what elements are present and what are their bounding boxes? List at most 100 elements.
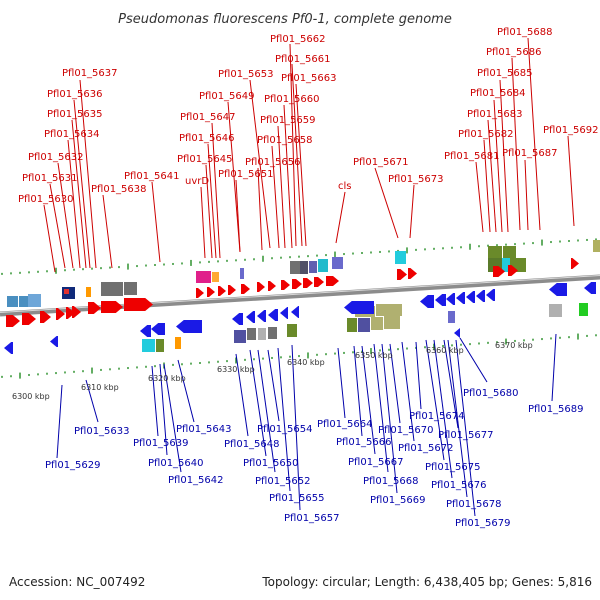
feature-block	[593, 240, 600, 252]
leader-line	[249, 79, 271, 249]
leader-line	[249, 349, 267, 457]
reverse-gene-arrow	[454, 328, 460, 338]
gene-label: Pfl01_5673	[388, 174, 444, 185]
forward-gene-arrow	[281, 280, 290, 290]
forward-gene-arrow	[40, 311, 51, 323]
gene-label: Pfl01_5652	[255, 476, 311, 487]
reverse-gene-arrow	[232, 313, 243, 325]
leader-line	[257, 349, 276, 473]
gene-label: uvrD	[185, 176, 209, 187]
reverse-gene-arrow	[466, 291, 475, 303]
gene-label: Pfl01_5681	[444, 151, 500, 162]
gene-label: cls	[338, 181, 352, 192]
forward-gene-arrow	[6, 315, 20, 327]
leader-line	[85, 379, 99, 423]
reverse-gene-arrow	[456, 292, 465, 304]
forward-gene-arrow	[124, 298, 153, 311]
gene-label: Pfl01_5672	[398, 443, 454, 454]
feature-block	[124, 282, 137, 295]
leader-line	[337, 347, 346, 419]
reverse-gene-arrow	[549, 283, 567, 296]
gene-label: Pfl01_5661	[275, 54, 331, 65]
forward-gene-arrow	[218, 286, 226, 296]
gene-label: Pfl01_5664	[317, 419, 373, 430]
gene-label: Pfl01_5684	[470, 88, 526, 99]
gene-label: Pfl01_5687	[502, 148, 558, 159]
gene-label: Pfl01_5658	[257, 135, 313, 146]
feature-block	[175, 337, 181, 349]
leader-line	[551, 333, 557, 402]
gene-label: Pfl01_5689	[528, 404, 584, 415]
forward-gene-arrow	[72, 306, 81, 318]
forward-gene-arrow	[408, 268, 417, 279]
leader-line	[49, 183, 66, 269]
leader-line	[211, 122, 221, 259]
gene-label: Pfl01_5631	[22, 173, 78, 184]
leader-line	[71, 119, 87, 269]
feature-block	[503, 246, 516, 258]
leader-line	[499, 79, 509, 233]
scale-label: 6340 kbp	[287, 358, 325, 367]
leader-line	[455, 339, 476, 517]
feature-block	[258, 328, 266, 340]
leader-line	[207, 143, 217, 259]
gene-label: Pfl01_5686	[486, 47, 542, 58]
leader-line	[425, 339, 445, 461]
gene-label: Pfl01_5688	[497, 27, 553, 38]
gene-label: Pfl01_5641	[124, 171, 180, 182]
feature-block	[156, 339, 164, 352]
feature-block	[196, 271, 211, 283]
gene-label: Pfl01_5646	[179, 133, 235, 144]
gene-label: Pfl01_5678	[446, 499, 502, 510]
forward-gene-arrow	[88, 302, 101, 314]
reverse-gene-arrow	[291, 306, 299, 318]
gene-label: Pfl01_5638	[91, 184, 147, 195]
forward-gene-arrow	[22, 313, 36, 325]
forward-gene-arrows	[6, 258, 579, 327]
gene-label: Pfl01_5629	[45, 460, 101, 471]
reverse-gene-arrow	[344, 301, 374, 314]
gene-label: Pfl01_5669	[370, 495, 426, 506]
forward-gene-arrow	[101, 301, 123, 313]
leader-line	[257, 167, 263, 251]
feature-block	[142, 339, 155, 352]
forward-gene-arrow	[326, 276, 339, 286]
gene-label: Pfl01_5654	[257, 424, 313, 435]
forward-gene-arrow	[241, 284, 250, 294]
leader-line	[205, 164, 213, 259]
feature-block	[332, 257, 343, 269]
gene-label: Pfl01_5659	[260, 115, 316, 126]
gene-label: Pfl01_5642	[168, 475, 224, 486]
forward-gene-arrow	[268, 281, 276, 291]
gene-label: Pfl01_5653	[218, 69, 274, 80]
reverse-gene-arrow	[446, 293, 455, 305]
leader-line	[511, 57, 521, 231]
leader-line	[374, 167, 399, 239]
leader-lines	[43, 37, 575, 517]
tick-marks	[1, 238, 597, 379]
gene-label: Pfl01_5674	[409, 411, 465, 422]
feature-block	[64, 289, 69, 294]
gene-label: Pfl01_5666	[336, 437, 392, 448]
leader-line	[447, 339, 468, 498]
gene-label: Pfl01_5634	[44, 129, 100, 140]
gene-label: Pfl01_5675	[425, 462, 481, 473]
leader-line	[493, 99, 503, 233]
forward-gene-arrow	[508, 265, 518, 276]
leader-line	[433, 339, 453, 479]
gene-label: Pfl01_5657	[284, 513, 340, 524]
reverse-gene-arrow	[257, 310, 266, 322]
feature-block	[502, 258, 510, 272]
leader-line	[102, 194, 113, 269]
genome-summary-text: Topology: circular; Length: 6,438,405 bp…	[261, 575, 592, 589]
gene-label: Pfl01_5667	[348, 457, 404, 468]
reverse-gene-arrow	[435, 294, 446, 306]
feature-block	[347, 318, 357, 332]
feature-block	[19, 296, 28, 307]
feature-block	[549, 304, 562, 317]
gene-label: Pfl01_5645	[177, 154, 233, 165]
gene-label: Pfl01_5637	[62, 68, 118, 79]
feature-block	[300, 261, 308, 274]
reverse-gene-arrow	[50, 336, 58, 347]
gene-label: Pfl01_5682	[458, 129, 514, 140]
